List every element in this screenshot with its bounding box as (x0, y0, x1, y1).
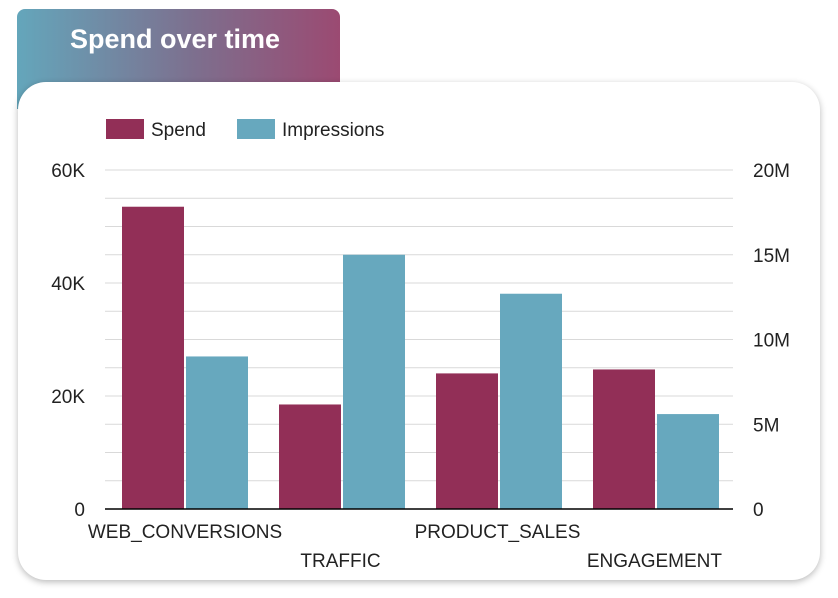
y-right-tick-label: 10M (753, 331, 790, 352)
bar-spend-product-sales (436, 373, 498, 509)
bar-spend-traffic (279, 404, 341, 509)
y-left-tick-label: 60K (51, 161, 85, 182)
bar-impressions-product-sales (500, 293, 562, 509)
bar-impressions-engagement (657, 414, 719, 509)
y-right-tick-label: 20M (753, 161, 790, 182)
bar-impressions-traffic (343, 254, 405, 509)
page-title: Spend over time (70, 24, 281, 54)
legend-swatch-spend (106, 119, 144, 139)
x-tick-label: TRAFFIC (300, 551, 380, 572)
legend-label-impressions: Impressions (282, 120, 384, 141)
axes: 0 20K 40K 60K 0 5M 10M 15M 20M WEB_CONVERSIONS TRA… (51, 161, 790, 572)
y-right-tick-label: 0 (753, 500, 764, 521)
bar-spend-engagement (593, 369, 655, 509)
y-left-tick-label: 20K (51, 387, 85, 408)
legend-label-spend: Spend (151, 120, 206, 141)
x-tick-label: ENGAGEMENT (587, 551, 723, 572)
x-tick-label: WEB_CONVERSIONS (88, 522, 282, 543)
bar-impressions-web-conversions (186, 356, 248, 509)
y-left-tick-label: 0 (74, 500, 85, 521)
legend: Spend Impressions (106, 119, 384, 141)
x-tick-label: PRODUCT_SALES (415, 522, 581, 543)
bar-spend-web-conversions (122, 206, 184, 509)
legend-swatch-impressions (237, 119, 275, 139)
y-right-tick-label: 15M (753, 246, 790, 267)
y-right-tick-label: 5M (753, 415, 779, 436)
bars (122, 206, 719, 509)
y-left-tick-label: 40K (51, 274, 85, 295)
